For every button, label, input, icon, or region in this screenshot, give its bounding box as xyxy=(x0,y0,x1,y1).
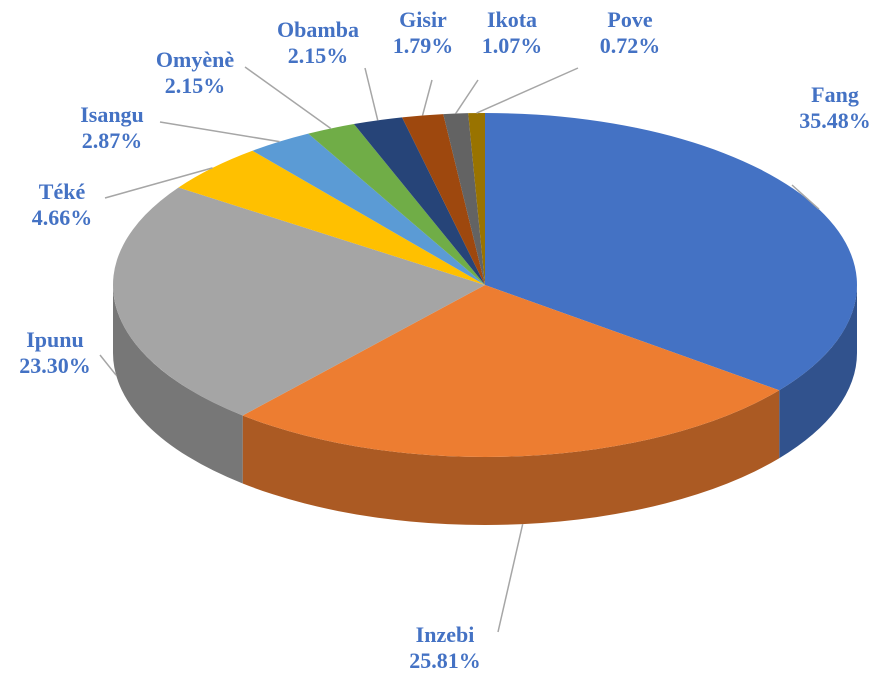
category-label: Pove xyxy=(607,7,652,32)
leader-line xyxy=(455,79,479,114)
pie-slice xyxy=(443,113,485,286)
category-label: Obamba xyxy=(277,17,359,42)
category-label: Inzebi xyxy=(416,622,475,647)
category-label: Ikota xyxy=(487,7,537,32)
pie-wall xyxy=(113,285,243,484)
pie-wall xyxy=(242,390,780,525)
pie-wall xyxy=(779,285,857,459)
pie-slice xyxy=(242,285,780,458)
value-label: 4.66% xyxy=(32,205,93,230)
category-label: Gisir xyxy=(399,7,447,32)
pie-slice xyxy=(468,113,485,285)
pie-slice xyxy=(112,187,485,416)
pie-slice xyxy=(252,133,485,285)
pie-slice xyxy=(353,117,485,285)
value-label: 2.15% xyxy=(165,73,226,98)
category-label: Ipunu xyxy=(26,327,84,352)
value-label: 0.72% xyxy=(600,33,661,58)
leader-line xyxy=(364,67,379,121)
value-label: 2.87% xyxy=(82,128,143,153)
category-label: Omyènè xyxy=(156,47,234,72)
pie-slice xyxy=(308,124,485,286)
leader-line xyxy=(421,79,433,116)
pie-slice xyxy=(402,114,485,285)
value-label: 1.79% xyxy=(393,33,454,58)
category-label: Téké xyxy=(39,179,86,204)
leader-line xyxy=(497,523,524,633)
category-label: Isangu xyxy=(80,102,144,127)
value-label: 2.15% xyxy=(288,43,349,68)
leader-line xyxy=(791,184,820,210)
pie-slice xyxy=(178,150,485,285)
value-label: 23.30% xyxy=(19,353,91,378)
leader-line xyxy=(104,167,213,199)
value-label: 35.48% xyxy=(799,108,871,133)
leader-line xyxy=(244,66,332,130)
pie-slice xyxy=(485,113,857,391)
pie-walls xyxy=(113,285,857,525)
leader-line xyxy=(476,67,579,114)
value-label: 25.81% xyxy=(409,648,481,673)
value-label: 1.07% xyxy=(482,33,543,58)
leader-line xyxy=(99,354,117,376)
category-label: Fang xyxy=(811,82,859,107)
pie-tops xyxy=(112,113,857,458)
leader-line xyxy=(159,121,280,143)
